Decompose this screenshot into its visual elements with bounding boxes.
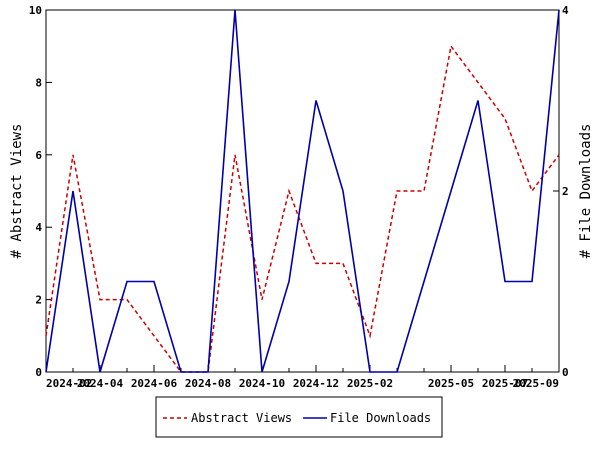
x-tick-label: 2024-12 (293, 377, 339, 390)
x-tick-label: 2025-09 (513, 377, 559, 390)
y2-tick-label: 0 (562, 366, 569, 379)
legend-label-file-downloads: File Downloads (330, 411, 431, 425)
x-tick-label: 2025-02 (347, 377, 393, 390)
x-tick-label: 2025-05 (428, 377, 474, 390)
x-tick-label: 2024-04 (77, 377, 124, 390)
x-tick-label: 2024-10 (239, 377, 285, 390)
y-tick-label: 8 (35, 76, 42, 89)
y-axis-ticks: 0 2 4 6 8 10 (29, 4, 52, 379)
y-axis-title: # Abstract Views (9, 124, 25, 259)
y-tick-label: 0 (35, 366, 42, 379)
x-tick-label: 2024-08 (185, 377, 231, 390)
series-line-abstract-views (45, 44, 560, 373)
y2-axis-title: # File Downloads (578, 124, 594, 259)
legend: Abstract Views File Downloads (155, 396, 443, 438)
y-tick-label: 4 (35, 221, 42, 234)
series-line-file-downloads (45, 9, 560, 373)
x-tick-label: 2025-07 (482, 377, 528, 390)
y2-tick-label: 2 (562, 185, 569, 198)
legend-box (155, 396, 443, 438)
series-layer (45, 9, 560, 373)
legend-label-abstract-views: Abstract Views (191, 411, 292, 425)
x-tick-label: 2024-06 (131, 377, 178, 390)
y-tick-label: 10 (29, 4, 42, 17)
y2-axis-ticks: 0 2 4 (553, 4, 569, 379)
x-tick-label: 2024-02 (46, 377, 92, 390)
y-tick-label: 6 (35, 149, 42, 162)
y-tick-label: 2 (35, 294, 42, 307)
y2-tick-label: 4 (562, 4, 569, 17)
